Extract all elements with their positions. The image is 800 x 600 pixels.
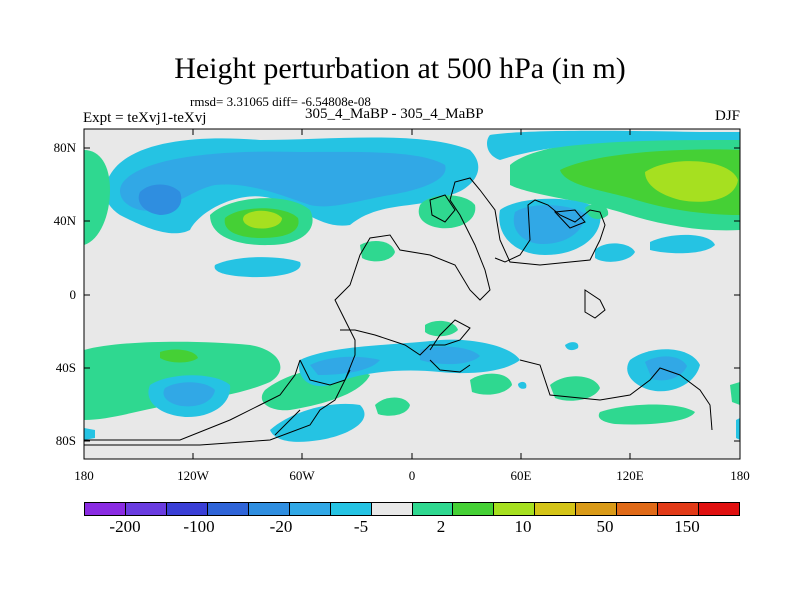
contour-blue-light <box>650 234 715 254</box>
colorbar-segment <box>699 503 739 515</box>
contour-yellow-green <box>243 210 282 229</box>
experiment-label: Expt = teXvj1-teXvj <box>83 110 207 126</box>
colorbar-label: 150 <box>674 517 700 536</box>
colorbar-segment <box>617 503 659 515</box>
contour-green <box>730 382 740 405</box>
contour-green <box>375 397 410 416</box>
lon-label: 180 <box>74 468 94 483</box>
contour-blue-mid <box>310 356 380 375</box>
contour-green <box>360 240 395 262</box>
colorbar-segment <box>248 503 290 515</box>
contour-blue-mid <box>163 382 215 407</box>
lat-label: 80S <box>55 433 76 448</box>
contour-blue-light <box>487 130 740 160</box>
axis-ticks <box>83 129 741 459</box>
colorbar-segment <box>330 503 372 515</box>
coastline <box>84 177 713 446</box>
colorbar-segment <box>494 503 536 515</box>
lat-label: 40S <box>55 360 76 375</box>
contour-green-mid <box>160 349 198 363</box>
colorbar <box>84 502 740 516</box>
lon-label: 60W <box>289 468 315 483</box>
colorbar-label: -20 <box>269 517 293 536</box>
colorbar-segment <box>412 503 454 515</box>
lon-label: 180 <box>730 468 750 483</box>
map-title: Height perturbation at 500 hPa (in m) <box>174 52 626 85</box>
colorbar-segment <box>85 503 126 515</box>
lat-label: 40N <box>53 213 76 228</box>
contour-green <box>470 373 512 395</box>
contour-yellow-green <box>645 161 738 202</box>
contour-blue-mid <box>420 346 480 365</box>
contour-blue-light <box>518 381 527 389</box>
lon-label: 120E <box>616 468 644 483</box>
contour-green <box>550 376 600 401</box>
colorbar-segment <box>289 503 331 515</box>
colorbar-label: 2 <box>436 517 446 536</box>
contour-green <box>418 195 476 229</box>
colorbar-segment <box>207 503 249 515</box>
contour-blue-light <box>84 428 95 440</box>
contour-blue-light <box>736 418 740 440</box>
map-plot <box>84 129 740 459</box>
colorbar-segment <box>453 503 495 515</box>
contour-blue-mid <box>645 356 687 381</box>
lon-label: 60E <box>510 468 532 483</box>
colorbar-segment <box>166 503 208 515</box>
colorbar-segment <box>658 503 700 515</box>
lat-label: 80N <box>53 140 76 155</box>
colorbar-label: -200 <box>109 517 141 536</box>
colorbar-segment <box>535 503 577 515</box>
season-label: DJF <box>714 108 740 124</box>
contour-blue-mid <box>513 205 585 245</box>
colorbar-segment <box>125 503 167 515</box>
colorbar-label: -5 <box>353 517 369 536</box>
contour-green <box>84 150 110 245</box>
lon-label: 120W <box>177 468 209 483</box>
contour-blue-dark <box>138 184 182 215</box>
contour-green <box>598 404 695 425</box>
colorbar-label: 10 <box>514 517 532 536</box>
colorbar-segment <box>371 503 413 515</box>
contour-blue-light <box>565 342 579 351</box>
center-label: 305_4_MaBP - 305_4_MaBP <box>305 106 484 122</box>
colorbar-segment <box>576 503 618 515</box>
contour-blue-light <box>270 403 365 442</box>
colorbar-label: -100 <box>183 517 215 536</box>
colorbar-label: 50 <box>596 517 614 536</box>
contour-blue-mid <box>120 151 446 211</box>
lon-label: 0 <box>408 468 416 483</box>
contour-blue-light <box>595 243 635 262</box>
contour-blue-light <box>214 257 301 278</box>
lat-label: 0 <box>69 287 77 302</box>
stats-text: rmsd= 3.31065 diff= -6.54808e-08 <box>190 94 371 109</box>
